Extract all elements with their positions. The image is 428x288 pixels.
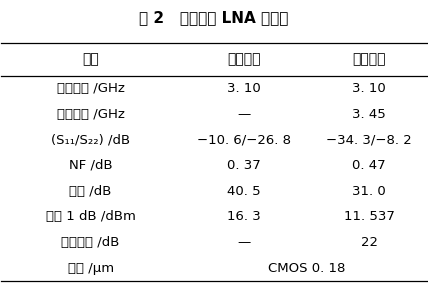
Text: 镜像频点 /GHz: 镜像频点 /GHz — [57, 107, 125, 121]
Text: 工作频点 /GHz: 工作频点 /GHz — [57, 82, 125, 95]
Text: 增益 /dB: 增益 /dB — [69, 185, 112, 198]
Text: 3. 45: 3. 45 — [352, 107, 386, 121]
Text: CMOS 0. 18: CMOS 0. 18 — [268, 262, 345, 274]
Text: −10. 6/−26. 8: −10. 6/−26. 8 — [197, 133, 291, 146]
Text: 参数: 参数 — [82, 52, 99, 66]
Text: 22: 22 — [361, 236, 377, 249]
Text: NF /dB: NF /dB — [69, 159, 113, 172]
Text: 输出 1 dB /dBm: 输出 1 dB /dBm — [46, 210, 136, 223]
Text: 11. 537: 11. 537 — [344, 210, 395, 223]
Text: 无滤波器: 无滤波器 — [227, 52, 261, 66]
Text: —: — — [237, 107, 250, 121]
Text: 3. 10: 3. 10 — [352, 82, 386, 95]
Text: 镜像抑制 /dB: 镜像抑制 /dB — [62, 236, 120, 249]
Text: 16. 3: 16. 3 — [227, 210, 261, 223]
Text: 0. 47: 0. 47 — [352, 159, 386, 172]
Text: 有滤波器: 有滤波器 — [352, 52, 386, 66]
Text: 31. 0: 31. 0 — [352, 185, 386, 198]
Text: 表 2   镜像抑制 LNA 的性能: 表 2 镜像抑制 LNA 的性能 — [139, 10, 289, 25]
Text: 40. 5: 40. 5 — [227, 185, 261, 198]
Text: (S₁₁/S₂₂) /dB: (S₁₁/S₂₂) /dB — [51, 133, 130, 146]
Text: 工艺 /μm: 工艺 /μm — [68, 262, 114, 274]
Text: —: — — [237, 236, 250, 249]
Text: −34. 3/−8. 2: −34. 3/−8. 2 — [326, 133, 412, 146]
Text: 0. 37: 0. 37 — [227, 159, 261, 172]
Text: 3. 10: 3. 10 — [227, 82, 261, 95]
